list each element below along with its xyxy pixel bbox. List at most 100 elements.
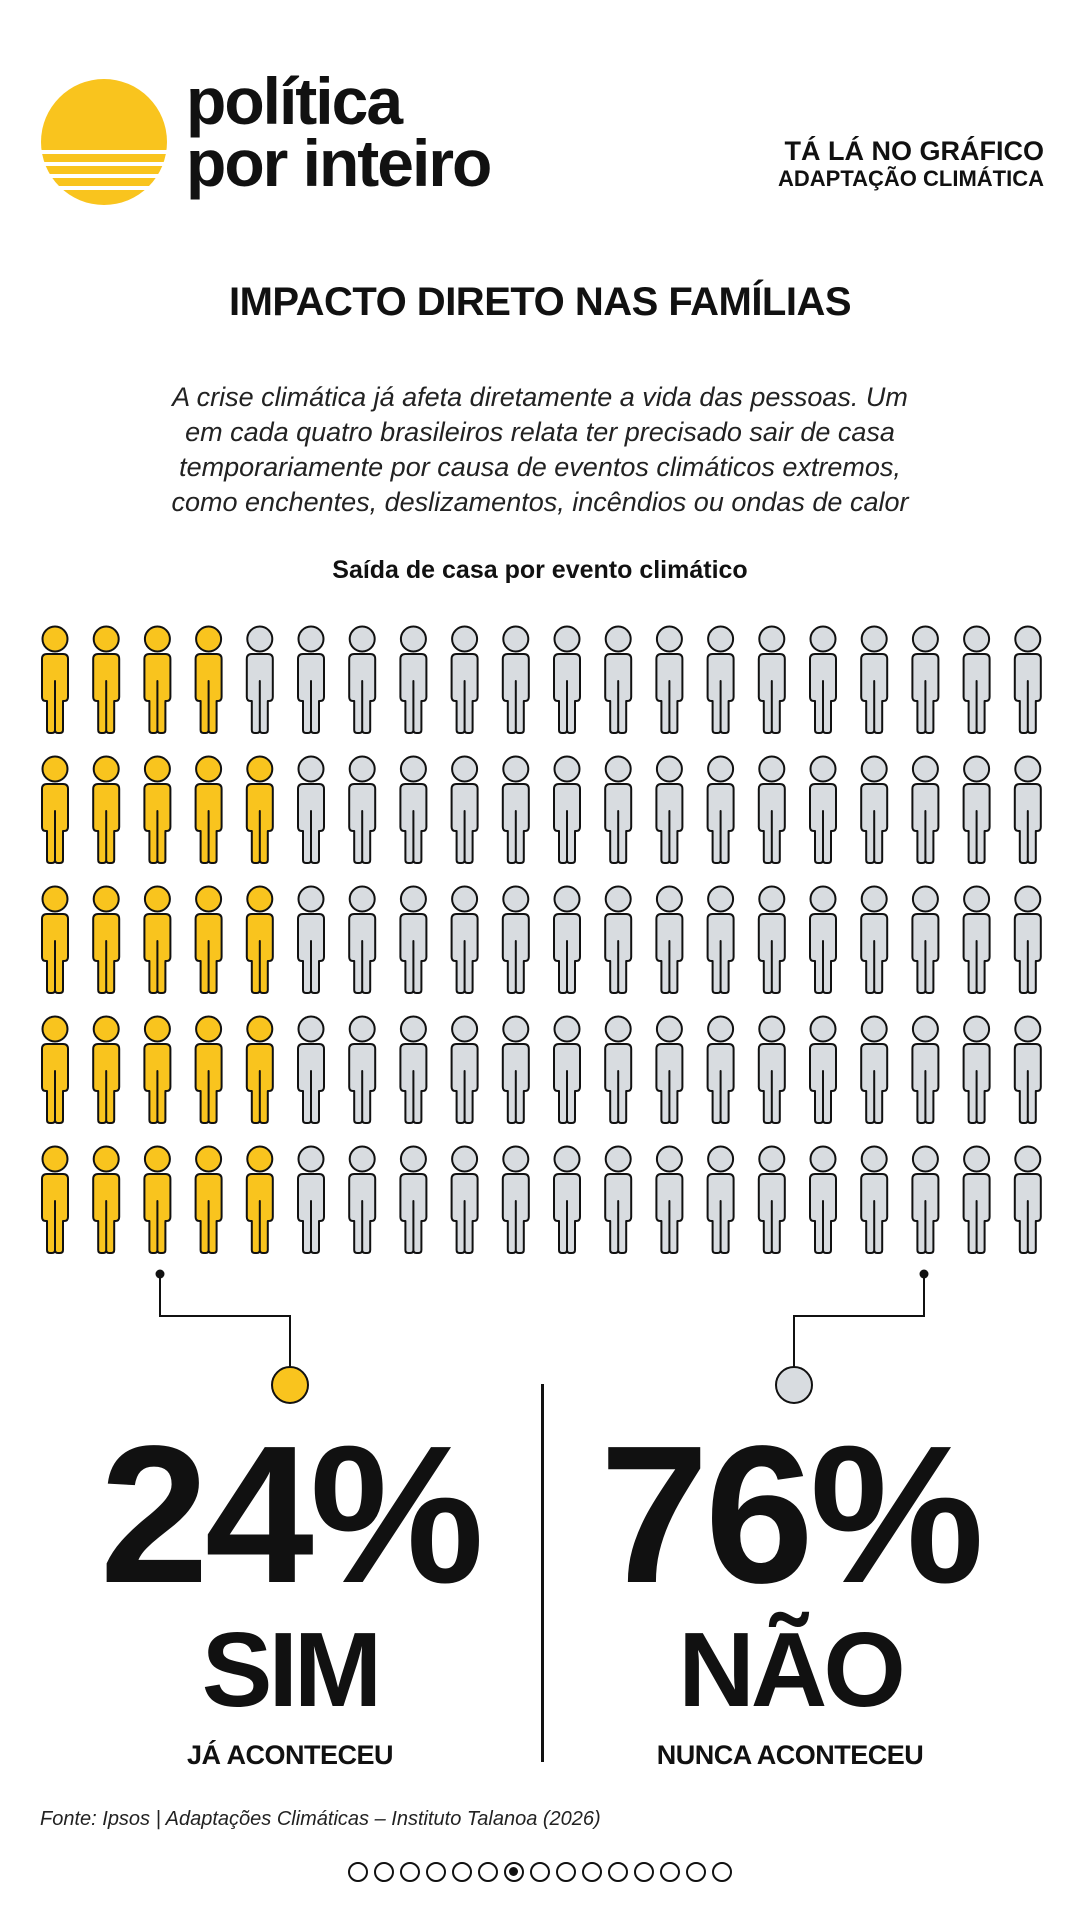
answer-sim-label: JÁ ACONTECEU <box>186 1740 394 1770</box>
person-icon-sim <box>41 625 69 734</box>
pagination-dot[interactable] <box>348 1862 368 1882</box>
person-icon-nao <box>399 885 428 994</box>
pagination-dot[interactable] <box>426 1862 446 1882</box>
person-icon-nao <box>962 1015 991 1124</box>
person-icon-nao <box>553 885 581 994</box>
pagination-dot[interactable] <box>374 1862 394 1882</box>
person-icon-nao <box>809 1145 837 1254</box>
person-icon-sim <box>245 1145 274 1254</box>
person-icon-nao <box>553 625 581 734</box>
person-icon-nao <box>962 755 991 864</box>
legend-connectors <box>155 1269 929 1404</box>
lead-line: em cada quatro brasileiros relata ter pr… <box>185 417 895 447</box>
person-icon-nao <box>706 625 735 734</box>
pagination-dot[interactable] <box>582 1862 602 1882</box>
person-icon-nao <box>450 755 479 864</box>
person-icon-sim <box>92 1015 121 1124</box>
pagination-dot[interactable] <box>556 1862 576 1882</box>
person-icon-nao <box>706 885 735 994</box>
person-icon-nao <box>962 625 991 734</box>
person-icon-nao <box>809 755 837 864</box>
brand-line-1: política <box>186 64 403 138</box>
person-icon-nao <box>655 885 684 994</box>
person-icon-sim <box>41 755 69 864</box>
lead-line: A crise climática já afeta diretamente a… <box>172 382 908 412</box>
lead-line: como enchentes, deslizamentos, incêndios… <box>171 487 909 517</box>
person-icon-nao <box>501 1145 530 1254</box>
person-icon-nao <box>860 755 889 864</box>
person-icon-nao <box>348 885 377 994</box>
person-icon-nao <box>399 1015 428 1124</box>
percent-sim: 24% <box>99 1405 484 1624</box>
pictogram-grid <box>41 625 1042 1254</box>
person-icon-nao <box>1013 1015 1042 1124</box>
answer-sim: SIM <box>201 1611 382 1729</box>
person-icon-nao <box>911 1145 940 1254</box>
person-icon-nao <box>501 625 530 734</box>
person-icon-nao <box>655 1145 684 1254</box>
divider <box>541 1384 544 1762</box>
pagination-dot[interactable] <box>504 1862 524 1882</box>
person-icon-nao <box>553 1015 581 1124</box>
kicker-line-1: TÁ LÁ NO GRÁFICO <box>784 136 1044 166</box>
lead-paragraph: A crise climática já afeta diretamente a… <box>90 380 990 520</box>
pagination-dot[interactable] <box>530 1862 550 1882</box>
person-icon-nao <box>553 755 581 864</box>
person-icon-nao <box>962 885 991 994</box>
person-icon-nao <box>809 1015 837 1124</box>
pagination-dot[interactable] <box>452 1862 472 1882</box>
person-icon-nao <box>860 1015 889 1124</box>
person-icon-nao <box>911 625 940 734</box>
person-icon-nao <box>501 1015 530 1124</box>
legend-marker-nao <box>775 1366 813 1404</box>
sun-logo-icon <box>41 79 167 205</box>
person-icon-nao <box>450 1145 479 1254</box>
person-icon-nao <box>399 1145 428 1254</box>
person-icon-nao <box>757 625 786 734</box>
chart-title: Saída de casa por evento climático <box>332 556 748 584</box>
person-icon-nao <box>604 755 633 864</box>
person-icon-nao <box>757 755 786 864</box>
person-icon-nao <box>860 885 889 994</box>
person-icon-sim <box>194 755 223 864</box>
person-icon-nao <box>706 755 735 864</box>
person-icon-nao <box>860 1145 889 1254</box>
pagination-dot[interactable] <box>478 1862 498 1882</box>
person-icon-nao <box>1013 1145 1042 1254</box>
pagination-dot[interactable] <box>608 1862 628 1882</box>
pagination-dot[interactable] <box>400 1862 420 1882</box>
section-kicker: TÁ LÁ NO GRÁFICO ADAPTAÇÃO CLIMÁTICA <box>778 136 1044 192</box>
person-icon-nao <box>399 625 428 734</box>
pagination-dots <box>0 1862 1080 1882</box>
person-icon-nao <box>501 755 530 864</box>
person-icon-sim <box>92 1145 121 1254</box>
pagination-dot[interactable] <box>712 1862 732 1882</box>
pagination-dot[interactable] <box>686 1862 706 1882</box>
pagination-dot[interactable] <box>660 1862 680 1882</box>
person-icon-sim <box>245 755 274 864</box>
pagination-dot[interactable] <box>634 1862 654 1882</box>
person-icon-sim <box>143 1015 172 1124</box>
person-icon-nao <box>757 885 786 994</box>
person-icon-nao <box>604 1145 633 1254</box>
person-icon-sim <box>41 885 69 994</box>
person-icon-nao <box>297 625 325 734</box>
person-icon-nao <box>348 1015 377 1124</box>
person-icon-nao <box>348 755 377 864</box>
person-icon-nao <box>757 1145 786 1254</box>
person-icon-sim <box>41 1015 69 1124</box>
page-title: IMPACTO DIRETO NAS FAMÍLIAS <box>228 280 852 324</box>
person-icon-sim <box>143 625 172 734</box>
person-icon-nao <box>911 755 940 864</box>
person-icon-nao <box>809 625 837 734</box>
person-icon-sim <box>41 1145 69 1254</box>
person-icon-nao <box>706 1145 735 1254</box>
connector-line-sim <box>159 1274 291 1368</box>
person-icon-nao <box>553 1145 581 1254</box>
person-icon-nao <box>962 1145 991 1254</box>
source-note: Fonte: Ipsos | Adaptações Climáticas – I… <box>40 1808 601 1830</box>
person-icon-nao <box>399 755 428 864</box>
person-icon-nao <box>297 1145 325 1254</box>
person-icon-nao <box>604 885 633 994</box>
legend-marker-sim <box>271 1366 309 1404</box>
